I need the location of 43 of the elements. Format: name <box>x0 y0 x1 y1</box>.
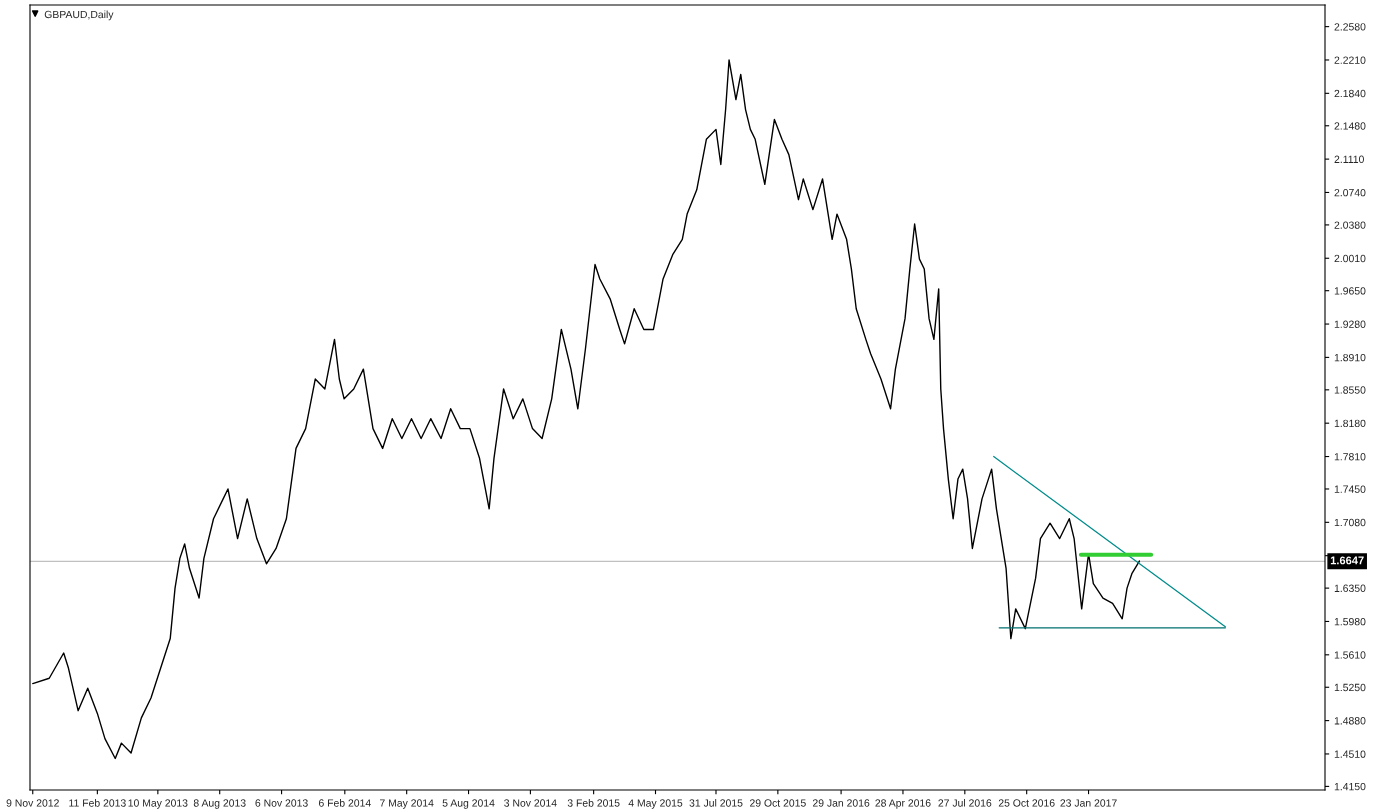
y-tick-label: 2.2580 <box>1334 23 1366 31</box>
x-tick-label: 6 Nov 2013 <box>255 799 308 807</box>
y-tick-label: 1.4510 <box>1334 750 1366 758</box>
x-tick-label: 9 Nov 2012 <box>6 799 59 807</box>
x-tick-label: 6 Feb 2014 <box>318 799 371 807</box>
x-tick-label: 29 Jan 2016 <box>812 799 870 807</box>
y-tick-label: 1.8910 <box>1334 353 1366 362</box>
x-tick-label: 4 May 2015 <box>628 799 683 809</box>
y-tick-label: 1.4150 <box>1334 782 1366 791</box>
x-tick-label: 23 Jan 2017 <box>1060 799 1117 807</box>
y-tick-label: 1.9280 <box>1334 320 1366 328</box>
y-tick-label: 2.1840 <box>1334 89 1366 98</box>
x-tick-label: 29 Oct 2015 <box>750 799 806 807</box>
x-tick-label: 5 Aug 2014 <box>442 799 495 809</box>
y-tick-label: 1.5980 <box>1334 617 1366 626</box>
x-tick-label: 25 Oct 2016 <box>998 799 1055 807</box>
y-tick-label: 2.0740 <box>1334 188 1366 197</box>
y-tick-label: 1.5610 <box>1334 651 1366 659</box>
y-tick-label: 1.9650 <box>1334 287 1366 295</box>
y-tick-label: 1.4880 <box>1334 717 1366 725</box>
y-tick-label: 2.0380 <box>1334 221 1366 229</box>
ref-line-label: 1.6647 <box>1330 556 1364 565</box>
y-tick-label: 1.7810 <box>1334 453 1366 461</box>
x-tick-label: 3 Nov 2014 <box>504 799 557 807</box>
x-tick-label: 7 May 2014 <box>380 799 434 809</box>
y-tick-label: 1.8180 <box>1334 419 1366 428</box>
y-tick-label: 2.1480 <box>1334 122 1366 130</box>
y-tick-label: 1.8550 <box>1334 386 1366 394</box>
x-tick-label: 27 Jul 2016 <box>938 799 992 807</box>
y-tick-label: 1.7450 <box>1334 485 1366 493</box>
x-tick-label: 3 Feb 2015 <box>567 799 620 807</box>
x-tick-label: 28 Apr 2016 <box>875 799 931 809</box>
x-tick-label: 31 Jul 2015 <box>689 799 743 807</box>
y-tick-label: 2.0010 <box>1334 254 1366 263</box>
y-tick-label: 2.1110 <box>1334 155 1364 163</box>
y-tick-label: 1.6350 <box>1334 584 1366 592</box>
x-tick-label: 11 Feb 2013 <box>69 799 126 807</box>
x-tick-label: 8 Aug 2013 <box>193 799 246 809</box>
y-tick-label: 1.5250 <box>1334 683 1366 692</box>
y-tick-label: 1.7080 <box>1334 518 1366 527</box>
chart-title: GBPAUD,Daily <box>44 10 114 21</box>
y-tick-label: 2.2210 <box>1334 56 1366 64</box>
x-tick-label: 10 May 2013 <box>128 799 188 809</box>
